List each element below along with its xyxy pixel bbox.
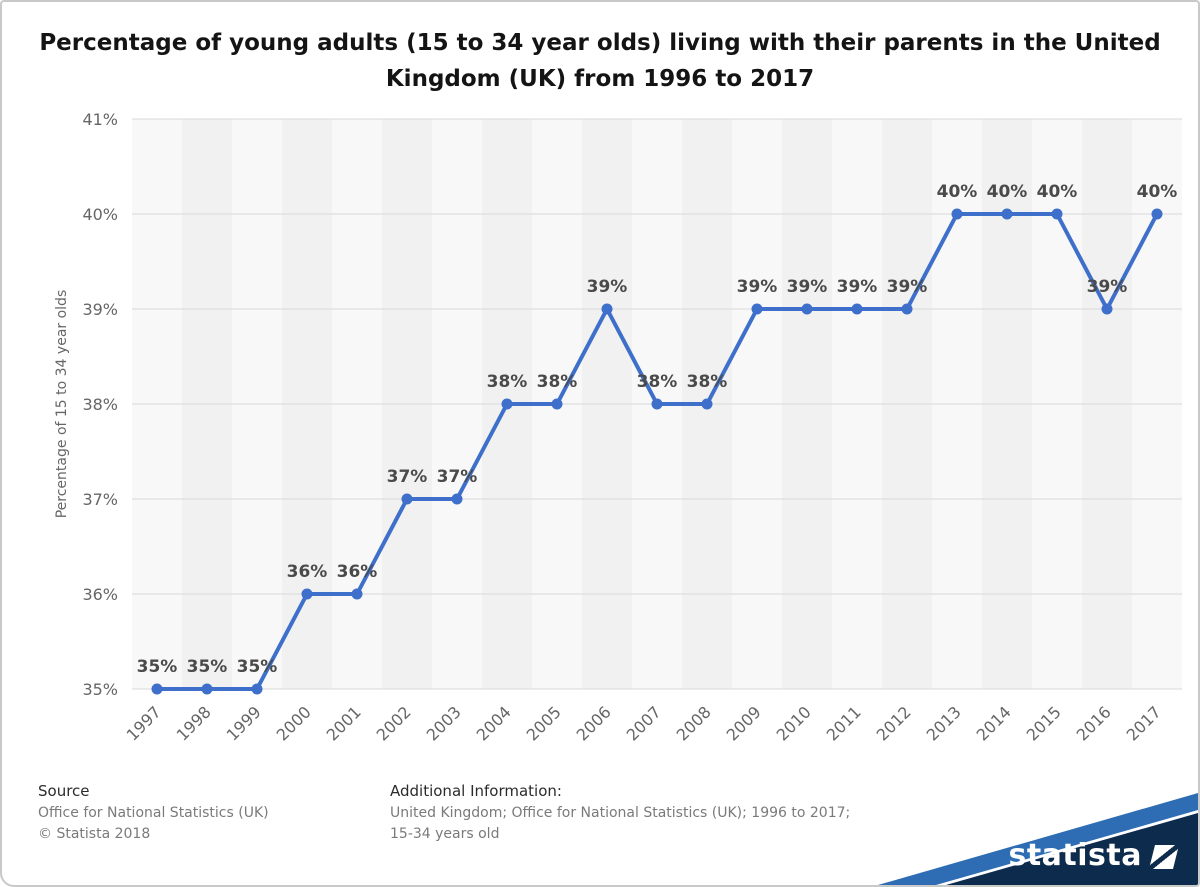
footer: Source Office for National Statistics (U… — [38, 782, 1198, 845]
data-point — [651, 398, 663, 410]
data-label: 39% — [837, 277, 878, 297]
data-label: 40% — [937, 182, 978, 202]
data-label: 37% — [437, 467, 478, 487]
y-tick-label: 38% — [82, 395, 118, 414]
data-label: 40% — [1037, 182, 1078, 202]
x-tick-label: 2015 — [1023, 703, 1065, 745]
data-label: 39% — [737, 277, 778, 297]
x-tick-label: 2010 — [773, 703, 815, 745]
data-point — [451, 493, 463, 505]
x-tick-label: 2008 — [673, 703, 715, 745]
data-point — [951, 208, 963, 220]
x-tick-label: 2003 — [423, 703, 465, 745]
data-label: 35% — [187, 657, 228, 677]
y-tick-label: 37% — [82, 490, 118, 509]
data-point — [901, 303, 913, 315]
x-tick-label: 2006 — [573, 703, 615, 745]
data-label: 39% — [787, 277, 828, 297]
x-tick-label: 2009 — [723, 703, 765, 745]
chart-area: Percentage of 15 to 34 year olds 35% 36% 3… — [2, 99, 1198, 764]
additional-info-block: Additional Information: United Kingdom; … — [390, 782, 850, 845]
data-label: 38% — [637, 372, 678, 392]
data-point — [851, 303, 863, 315]
additional-info-line: 15-34 years old — [390, 826, 500, 842]
x-tick-label: 2013 — [923, 703, 965, 745]
y-tick-label: 35% — [82, 680, 118, 699]
data-label: 36% — [337, 562, 378, 582]
data-label: 39% — [587, 277, 628, 297]
y-tick-label: 41% — [82, 110, 118, 129]
data-label: 36% — [287, 562, 328, 582]
x-tick-label: 2002 — [373, 703, 415, 745]
x-tick-label: 2017 — [1123, 703, 1165, 745]
data-point — [1001, 208, 1013, 220]
statista-logo: statista — [878, 785, 1198, 885]
logo-wordmark: statista — [1008, 838, 1142, 873]
data-point — [201, 683, 213, 695]
data-label: 40% — [1137, 182, 1178, 202]
data-label: 40% — [987, 182, 1028, 202]
x-tick-label: 1999 — [223, 703, 265, 745]
data-point — [601, 303, 613, 315]
data-point — [401, 493, 413, 505]
data-point — [351, 588, 363, 600]
data-point — [151, 683, 163, 695]
x-tick-label: 2011 — [823, 703, 865, 745]
data-label: 37% — [387, 467, 428, 487]
data-point — [1151, 208, 1163, 220]
additional-info-heading: Additional Information: — [390, 782, 562, 800]
chart-title: Percentage of young adults (15 to 34 yea… — [39, 30, 1161, 92]
data-point — [801, 303, 813, 315]
x-tick-label: 2016 — [1073, 703, 1115, 745]
line-chart: 35%36%37%38%39%40%41%1997 1998 1999 2000 200… — [82, 110, 1182, 745]
y-tick-label: 39% — [82, 300, 118, 319]
data-label: 38% — [487, 372, 528, 392]
data-label: 38% — [687, 372, 728, 392]
data-point — [551, 398, 563, 410]
x-tick-label: 2001 — [323, 703, 365, 745]
data-point — [751, 303, 763, 315]
source-block: Source Office for National Statistics (U… — [38, 782, 390, 845]
data-point — [501, 398, 513, 410]
data-label: 39% — [887, 277, 928, 297]
x-tick-label: 2014 — [973, 703, 1015, 745]
y-tick-label: 40% — [82, 205, 118, 224]
data-label: 38% — [537, 372, 578, 392]
data-label: 35% — [237, 657, 278, 677]
x-tick-label: 2007 — [623, 703, 665, 745]
data-point — [301, 588, 313, 600]
data-point — [251, 683, 263, 695]
data-point — [701, 398, 713, 410]
x-tick-label: 2004 — [473, 703, 515, 745]
data-label: 35% — [137, 657, 178, 677]
data-label: 39% — [1087, 277, 1128, 297]
source-line: Office for National Statistics (UK) — [38, 805, 269, 821]
x-tick-label: 2012 — [873, 703, 915, 745]
copyright-line: © Statista 2018 — [38, 826, 151, 842]
x-tick-label: 2000 — [273, 703, 315, 745]
x-tick-label: 1998 — [173, 703, 215, 745]
data-point — [1101, 303, 1113, 315]
data-point — [1051, 208, 1063, 220]
x-tick-label: 2005 — [523, 703, 565, 745]
source-heading: Source — [38, 782, 90, 800]
x-tick-label: 1997 — [123, 703, 165, 745]
y-tick-label: 36% — [82, 585, 118, 604]
additional-info-line: United Kingdom; Office for National Stat… — [390, 805, 851, 821]
